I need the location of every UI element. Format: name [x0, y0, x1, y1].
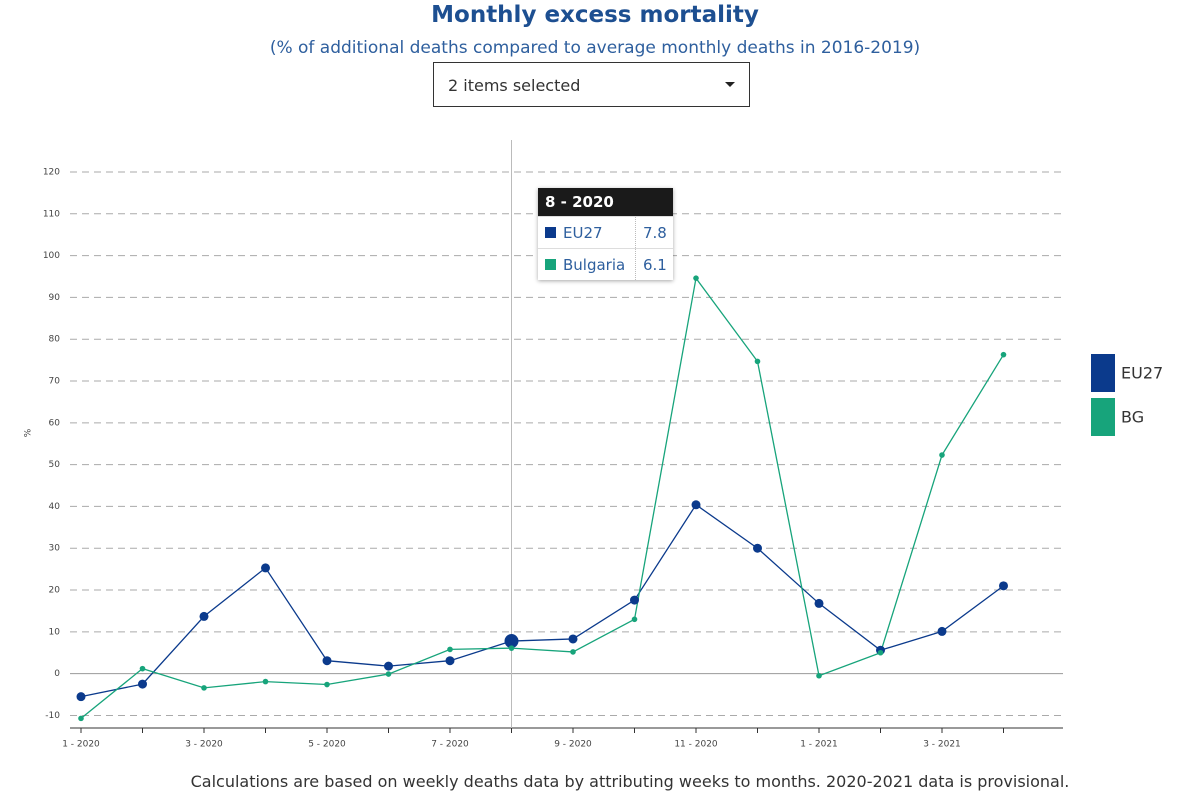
x-tick-label: 3 - 2021: [923, 740, 961, 750]
tooltip-row: Bulgaria 6.1: [538, 248, 673, 280]
data-point: [877, 649, 884, 656]
y-tick-label: 80: [49, 335, 61, 345]
data-point: [138, 679, 147, 689]
tooltip-swatch: [545, 259, 556, 270]
data-point: [630, 595, 639, 605]
data-point: [324, 681, 330, 688]
data-point: [1000, 351, 1007, 358]
y-tick-label: 60: [49, 418, 61, 428]
y-tick-label: 110: [43, 209, 60, 219]
data-point: [504, 634, 519, 649]
data-point: [78, 715, 84, 722]
data-point: [76, 692, 86, 702]
data-point: [814, 598, 824, 608]
data-point: [139, 665, 146, 672]
y-tick-label: 120: [43, 168, 60, 178]
y-tick-label: 70: [49, 377, 61, 387]
series-line: [80, 276, 1005, 719]
data-point: [445, 656, 455, 666]
data-point: [754, 358, 761, 365]
x-tick-label: 5 - 2020: [308, 740, 346, 750]
data-point: [570, 649, 576, 655]
data-point: [693, 275, 699, 281]
x-tick-label: 1 - 2021: [800, 740, 838, 750]
y-axis-label: %: [24, 428, 34, 437]
data-point: [753, 543, 762, 553]
y-tick-label: 10: [49, 627, 61, 637]
data-point: [199, 611, 209, 621]
data-point: [937, 626, 947, 636]
y-tick-label: 20: [49, 586, 61, 596]
y-tick-label: 0: [54, 669, 60, 679]
y-tick-label: 50: [49, 460, 61, 470]
data-point: [262, 678, 269, 685]
tooltip-value: 6.1: [643, 255, 667, 274]
y-tick-label: -10: [45, 711, 60, 721]
data-point: [508, 645, 515, 651]
tooltip-title: 8 - 2020: [538, 188, 673, 216]
data-point: [447, 646, 453, 653]
data-point: [384, 661, 393, 671]
legend-swatch: [1091, 398, 1115, 436]
chart-title: Monthly excess mortality: [431, 2, 759, 28]
y-tick-label: 30: [49, 544, 61, 554]
data-point: [631, 616, 638, 623]
x-tick-label: 7 - 2020: [431, 740, 469, 750]
data-point: [385, 671, 392, 677]
data-point: [691, 500, 701, 510]
tooltip-series: Bulgaria: [538, 249, 636, 280]
x-tick-label: 3 - 2020: [185, 740, 223, 750]
series-line: [80, 503, 1004, 698]
chart-subtitle: (% of additional deaths compared to aver…: [269, 38, 921, 58]
x-tick-label: 9 - 2020: [554, 740, 592, 750]
legend-swatch: [1091, 354, 1115, 392]
data-point: [201, 685, 207, 691]
x-tick-label: 1 - 2020: [62, 740, 100, 750]
series-dropdown[interactable]: 2 items selected: [433, 62, 750, 107]
dropdown-text: 2 items selected: [448, 76, 581, 95]
tooltip: 8 - 2020 EU27 7.8 Bulgaria 6.1: [538, 188, 673, 280]
tooltip-value: 7.8: [643, 223, 667, 242]
y-tick-label: 90: [49, 293, 61, 303]
data-point: [568, 634, 578, 644]
y-tick-label: 40: [49, 502, 61, 512]
tooltip-row: EU27 7.8: [538, 216, 673, 248]
tooltip-name: EU27: [563, 223, 603, 242]
data-point: [261, 563, 270, 573]
tooltip-name: Bulgaria: [563, 255, 626, 274]
data-point: [322, 656, 332, 666]
legend-label: EU27: [1121, 364, 1163, 383]
legend-label: BG: [1121, 408, 1144, 427]
data-point: [999, 581, 1008, 591]
y-tick-label: 100: [43, 251, 60, 261]
x-tick-label: 11 - 2020: [674, 740, 718, 750]
tooltip-swatch: [545, 227, 556, 238]
tooltip-series: EU27: [538, 217, 636, 248]
data-point: [816, 672, 822, 679]
data-point: [939, 452, 945, 458]
dropdown-caret: [725, 82, 735, 87]
footnote: Calculations are based on weekly deaths …: [190, 772, 1070, 791]
